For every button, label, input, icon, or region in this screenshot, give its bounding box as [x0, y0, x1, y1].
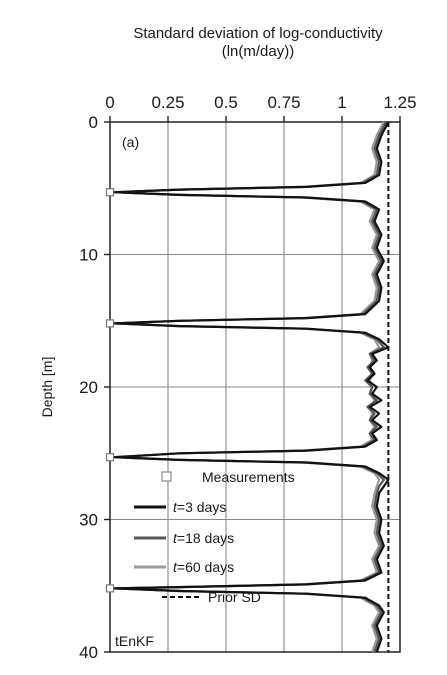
- measurement-markers: [105, 188, 115, 593]
- legend-label: Measurements: [202, 469, 295, 485]
- measurement-marker: [105, 188, 115, 197]
- x-tick-label: 0: [105, 93, 114, 112]
- y-axis-ticks: 0 10 20 30 40: [79, 113, 110, 662]
- x-tick-label: 0.5: [214, 93, 238, 112]
- measurement-marker: [105, 584, 115, 593]
- chart-title: Standard deviation of log-conductivity: [133, 25, 383, 42]
- y-axis-label: Depth [m]: [39, 357, 55, 418]
- legend-measurement-marker: [161, 471, 172, 482]
- legend-label: t=3 days: [173, 499, 226, 515]
- series-line: [113, 121, 390, 653]
- measurement-marker: [105, 319, 115, 328]
- y-tick-label: 0: [89, 113, 98, 132]
- legend-label: t=60 days: [173, 559, 234, 575]
- grid-lines: [110, 122, 400, 652]
- y-tick-label: 10: [79, 246, 98, 265]
- legend-label: Prior SD: [208, 589, 261, 605]
- panel-label: (a): [122, 134, 139, 150]
- method-label: tEnKF: [115, 633, 154, 649]
- measurement-marker: [105, 453, 115, 462]
- chart-title-units: (ln(m/day)): [222, 43, 295, 60]
- y-tick-label: 40: [79, 643, 98, 662]
- series-lines: [113, 121, 390, 653]
- x-tick-label: 1.25: [383, 93, 416, 112]
- x-tick-label: 0.75: [267, 93, 300, 112]
- x-tick-label: 0.25: [151, 93, 184, 112]
- plot-area: 0 0.25 0.5 0.75 1 1.25 0 10 20 30 40 (a) tEnKF Me…: [79, 93, 416, 662]
- legend: Measurements t=3 days t=18 days t=60 days Pr…: [134, 469, 295, 605]
- x-tick-label: 1: [337, 93, 346, 112]
- y-tick-label: 20: [79, 378, 98, 397]
- legend-label: t=18 days: [173, 530, 234, 546]
- y-tick-label: 30: [79, 511, 98, 530]
- x-axis-ticks: 0 0.25 0.5 0.75 1 1.25: [105, 93, 417, 122]
